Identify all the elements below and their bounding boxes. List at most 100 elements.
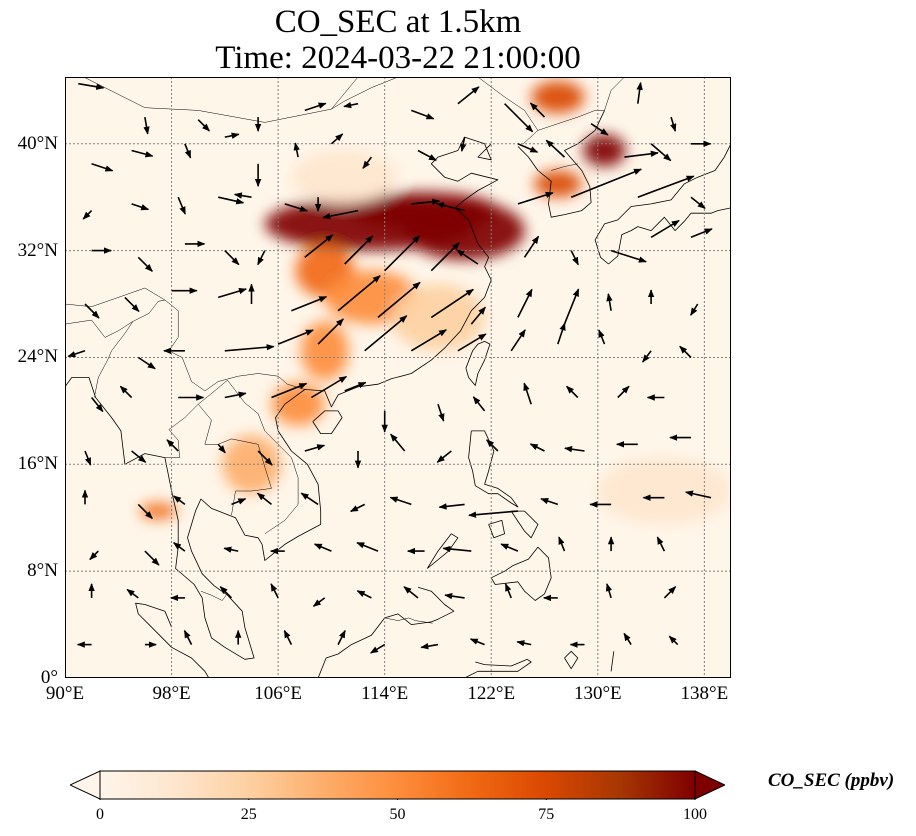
- wind-arrow-83: [598, 329, 606, 345]
- wind-arrow-67: [517, 288, 533, 318]
- map-background: [65, 77, 731, 678]
- wind-arrow-49: [384, 235, 421, 272]
- wind-arrow-163: [516, 640, 532, 647]
- lat-tick-label-5: 40°N: [17, 132, 58, 154]
- wind-arrow-130: [173, 542, 186, 552]
- coastline-10: [426, 533, 459, 569]
- wind-arrow-142: [126, 588, 139, 599]
- wind-arrow-40: [637, 175, 695, 198]
- co-plume-14: [597, 457, 731, 525]
- wind-arrow-65: [430, 288, 474, 319]
- wind-arrow-60: [217, 288, 247, 299]
- wind-arrow-29: [131, 203, 150, 211]
- wind-arrow-25: [624, 150, 659, 158]
- country-border-11: [477, 77, 539, 144]
- lon-tick-label-6: 138°E: [680, 683, 729, 704]
- wind-arrow-160: [370, 643, 386, 654]
- wind-arrow-7: [457, 86, 480, 105]
- wind-arrow-96: [523, 382, 532, 405]
- coastline-0: [65, 136, 499, 660]
- wind-arrow-108: [436, 450, 452, 463]
- co-concentration-field: [139, 81, 731, 525]
- wind-arrow-55: [650, 219, 680, 238]
- co-plume-4: [531, 81, 585, 114]
- coastline-7: [490, 546, 552, 601]
- wind-arrow-23: [517, 143, 539, 153]
- wind-arrow-94: [437, 403, 445, 422]
- wind-arrow-105: [304, 444, 326, 452]
- lat-tick-label-2: 16°N: [17, 453, 58, 475]
- wind-arrow-123: [468, 510, 518, 518]
- wind-arrow-153: [663, 586, 677, 599]
- wind-arrow-54: [610, 249, 647, 263]
- lat-tick-label-4: 32°N: [17, 239, 58, 261]
- wind-arrow-2: [197, 119, 210, 132]
- colorbar-max-extend: [694, 770, 725, 800]
- wind-arrow-71: [690, 303, 699, 316]
- wind-arrow-147: [356, 590, 372, 599]
- wind-arrow-35: [322, 209, 359, 220]
- wind-arrow-149: [444, 592, 465, 600]
- wind-arrow-131: [223, 546, 239, 553]
- wind-arrow-165: [623, 632, 632, 646]
- wind-arrow-12: [670, 116, 677, 132]
- lat-tick-label-1: 8°N: [27, 560, 58, 582]
- country-border-4: [164, 404, 199, 458]
- co-plume-2: [351, 191, 498, 230]
- wind-arrow-28: [82, 210, 93, 220]
- coastline-2: [594, 143, 731, 265]
- co-plume-8: [300, 321, 349, 381]
- co-plume-13: [291, 150, 398, 204]
- coastline-4: [465, 340, 491, 386]
- wind-arrow-72: [67, 350, 86, 358]
- wind-arrow-133: [313, 543, 332, 552]
- wind-arrow-78: [364, 315, 408, 352]
- wind-arrow-82: [557, 322, 566, 345]
- wind-arrow-129: [144, 550, 160, 566]
- wind-arrow-63: [337, 275, 381, 312]
- wind-arrow-30: [177, 196, 186, 215]
- wind-arrow-45: [224, 250, 240, 266]
- wind-arrow-51: [456, 249, 479, 265]
- country-border-12: [537, 77, 625, 131]
- coastline-8: [510, 510, 539, 539]
- coastline-16: [610, 651, 615, 672]
- wind-arrow-19: [330, 133, 344, 145]
- co-plume-9: [271, 382, 325, 426]
- wind-arrow-79: [410, 329, 447, 352]
- wind-arrow-38: [517, 191, 554, 205]
- colorbar-min-extend: [70, 770, 101, 800]
- colorbar-tick-label-1: 25: [240, 806, 257, 823]
- wind-arrow-20: [362, 156, 373, 169]
- wind-arrow-15: [184, 143, 192, 159]
- co-plume-3: [583, 134, 626, 167]
- colorbar: [70, 770, 725, 800]
- coastline-layer: [65, 110, 731, 678]
- wind-arrow-37: [435, 202, 465, 212]
- coastline-11: [317, 586, 455, 678]
- lon-tick-label-3: 114°E: [361, 683, 409, 704]
- wind-arrow-58: [124, 296, 140, 312]
- wind-arrow-101: [131, 450, 147, 463]
- wind-arrow-24: [545, 139, 566, 158]
- wind-arrow-121: [389, 496, 412, 506]
- wind-arrow-48: [344, 235, 374, 265]
- wind-arrow-92: [344, 381, 367, 392]
- coastline-15: [564, 650, 579, 670]
- colorbar-tick-label-2: 50: [389, 806, 406, 823]
- wind-arrow-87: [119, 385, 133, 399]
- co-plume-10: [222, 434, 281, 494]
- wind-arrow-76: [277, 329, 314, 345]
- wind-arrow-89: [224, 391, 247, 399]
- wind-arrow-118: [256, 492, 272, 506]
- coastline-1: [517, 110, 605, 218]
- wind-arrow-16: [224, 132, 240, 139]
- wind-arrow-10: [590, 123, 609, 136]
- country-border-13: [551, 163, 578, 171]
- wind-arrow-104: [257, 450, 273, 466]
- wind-arrow-166: [668, 635, 679, 646]
- colorbar-label: CO_SEC (ppbv): [768, 770, 895, 791]
- country-border-8: [384, 617, 433, 624]
- coastline-14: [464, 658, 532, 678]
- wind-arrow-156: [183, 629, 193, 645]
